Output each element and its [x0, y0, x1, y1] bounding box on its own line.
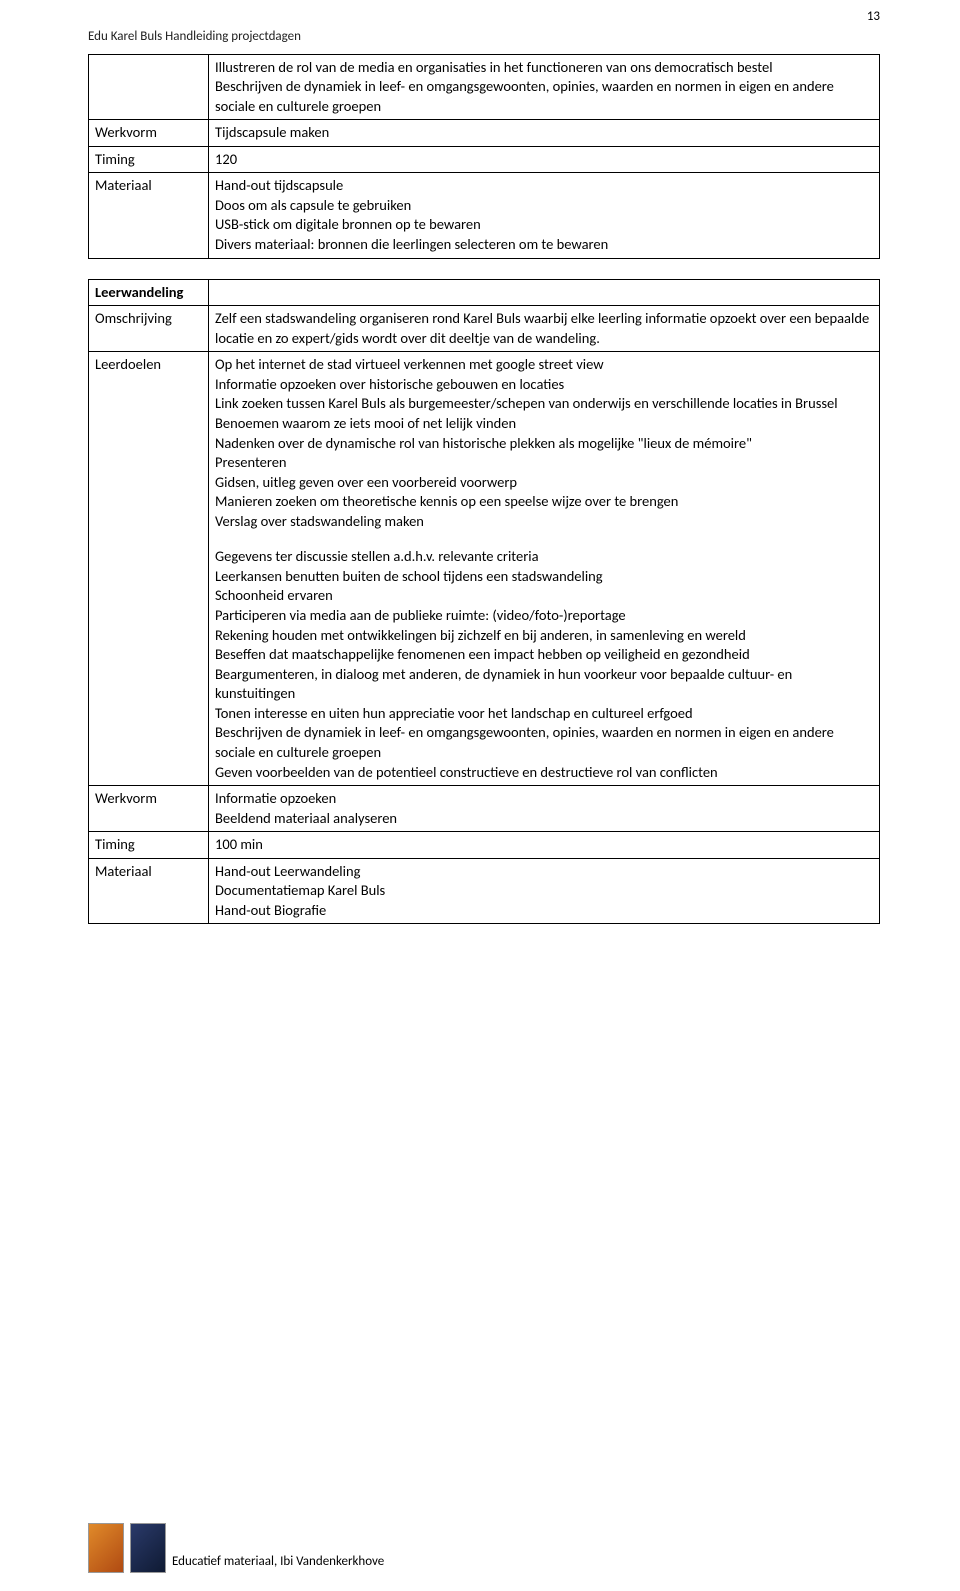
- cell-label-werkvorm: Werkvorm: [89, 120, 209, 147]
- blank-line: [215, 531, 873, 547]
- text-line: Geven voorbeelden van de potentieel cons…: [215, 763, 873, 783]
- page: Edu Karel Buls Handleiding projectdagen …: [0, 0, 960, 1591]
- page-number: 13: [867, 8, 880, 26]
- text-line: Hand-out Biografie: [215, 901, 873, 921]
- text-line: Divers materiaal: bronnen die leerlingen…: [215, 235, 873, 255]
- cell-label-omschrijving: Omschrijving: [89, 306, 209, 352]
- text-line: Schoonheid ervaren: [215, 586, 873, 606]
- table-row: Werkvorm Tijdscapsule maken: [89, 120, 880, 147]
- footer-thumb-icon: [130, 1523, 166, 1573]
- cell-description: Illustreren de rol van de media en organ…: [209, 54, 880, 120]
- table-row: Materiaal Hand-out Leerwandeling Documen…: [89, 858, 880, 924]
- text-line: USB-stick om digitale bronnen op te bewa…: [215, 215, 873, 235]
- cell-label-timing: Timing: [89, 832, 209, 859]
- doc-header-title: Edu Karel Buls Handleiding projectdagen: [88, 28, 880, 46]
- text-line: Doos om als capsule te gebruiken: [215, 196, 873, 216]
- cell-value-leerdoelen: Op het internet de stad virtueel verkenn…: [209, 352, 880, 786]
- table-row: Illustreren de rol van de media en organ…: [89, 54, 880, 120]
- text-line: Beschrijven de dynamiek in leef- en omga…: [215, 723, 873, 762]
- section-title: Leerwandeling: [89, 279, 209, 306]
- text-line: Leerkansen benutten buiten de school tij…: [215, 567, 873, 587]
- cell-label-materiaal: Materiaal: [89, 173, 209, 258]
- text-line: Informatie opzoeken: [215, 789, 873, 809]
- text-line: Hand-out Leerwandeling: [215, 862, 873, 882]
- cell-value-timing: 100 min: [209, 832, 880, 859]
- table-row: Materiaal Hand-out tijdscapsule Doos om …: [89, 173, 880, 258]
- text-line: Beseffen dat maatschappelijke fenomenen …: [215, 645, 873, 665]
- text-line: Beargumenteren, in dialoog met anderen, …: [215, 665, 873, 704]
- text-line: Manieren zoeken om theoretische kennis o…: [215, 492, 873, 512]
- footer: Educatief materiaal, Ibi Vandenkerkhove: [88, 1523, 384, 1573]
- cell-label-materiaal: Materiaal: [89, 858, 209, 924]
- text-line: Tonen interesse en uiten hun appreciatie…: [215, 704, 873, 724]
- cell-label-leerdoelen: Leerdoelen: [89, 352, 209, 786]
- text-line: Hand-out tijdscapsule: [215, 176, 873, 196]
- text-line: Gegevens ter discussie stellen a.d.h.v. …: [215, 547, 873, 567]
- text-line: Verslag over stadswandeling maken: [215, 512, 873, 532]
- cell-value-werkvorm: Tijdscapsule maken: [209, 120, 880, 147]
- cell-value-werkvorm: Informatie opzoeken Beeldend materiaal a…: [209, 786, 880, 832]
- text-line: Gidsen, uitleg geven over een voorbereid…: [215, 473, 873, 493]
- text-line: Link zoeken tussen Karel Buls als burgem…: [215, 394, 873, 414]
- text-line: Benoemen waarom ze iets mooi of net leli…: [215, 414, 873, 434]
- text-line: Op het internet de stad virtueel verkenn…: [215, 355, 873, 375]
- cell-empty: [89, 54, 209, 120]
- text-line: Nadenken over de dynamische rol van hist…: [215, 434, 873, 454]
- text-line: Beeldend materiaal analyseren: [215, 809, 873, 829]
- table-row: Leerdoelen Op het internet de stad virtu…: [89, 352, 880, 786]
- cell-value-timing: 120: [209, 146, 880, 173]
- table-tijdscapsule: Illustreren de rol van de media en organ…: [88, 54, 880, 259]
- table-row: Timing 100 min: [89, 832, 880, 859]
- text-line: Rekening houden met ontwikkelingen bij z…: [215, 626, 873, 646]
- text-line: Presenteren: [215, 453, 873, 473]
- cell-empty: [209, 279, 880, 306]
- footer-text: Educatief materiaal, Ibi Vandenkerkhove: [172, 1553, 384, 1573]
- text-line: Participeren via media aan de publieke r…: [215, 606, 873, 626]
- table-row: Leerwandeling: [89, 279, 880, 306]
- cell-value-materiaal: Hand-out tijdscapsule Doos om als capsul…: [209, 173, 880, 258]
- cell-label-timing: Timing: [89, 146, 209, 173]
- table-leerwandeling: Leerwandeling Omschrijving Zelf een stad…: [88, 279, 880, 925]
- table-row: Werkvorm Informatie opzoeken Beeldend ma…: [89, 786, 880, 832]
- text-line: Documentatiemap Karel Buls: [215, 881, 873, 901]
- cell-value-omschrijving: Zelf een stadswandeling organiseren rond…: [209, 306, 880, 352]
- text-line: Illustreren de rol van de media en organ…: [215, 58, 873, 78]
- text-line: Informatie opzoeken over historische geb…: [215, 375, 873, 395]
- footer-thumb-icon: [88, 1523, 124, 1573]
- table-row: Timing 120: [89, 146, 880, 173]
- cell-label-werkvorm: Werkvorm: [89, 786, 209, 832]
- table-row: Omschrijving Zelf een stadswandeling org…: [89, 306, 880, 352]
- cell-value-materiaal: Hand-out Leerwandeling Documentatiemap K…: [209, 858, 880, 924]
- text-line: Beschrijven de dynamiek in leef- en omga…: [215, 77, 873, 116]
